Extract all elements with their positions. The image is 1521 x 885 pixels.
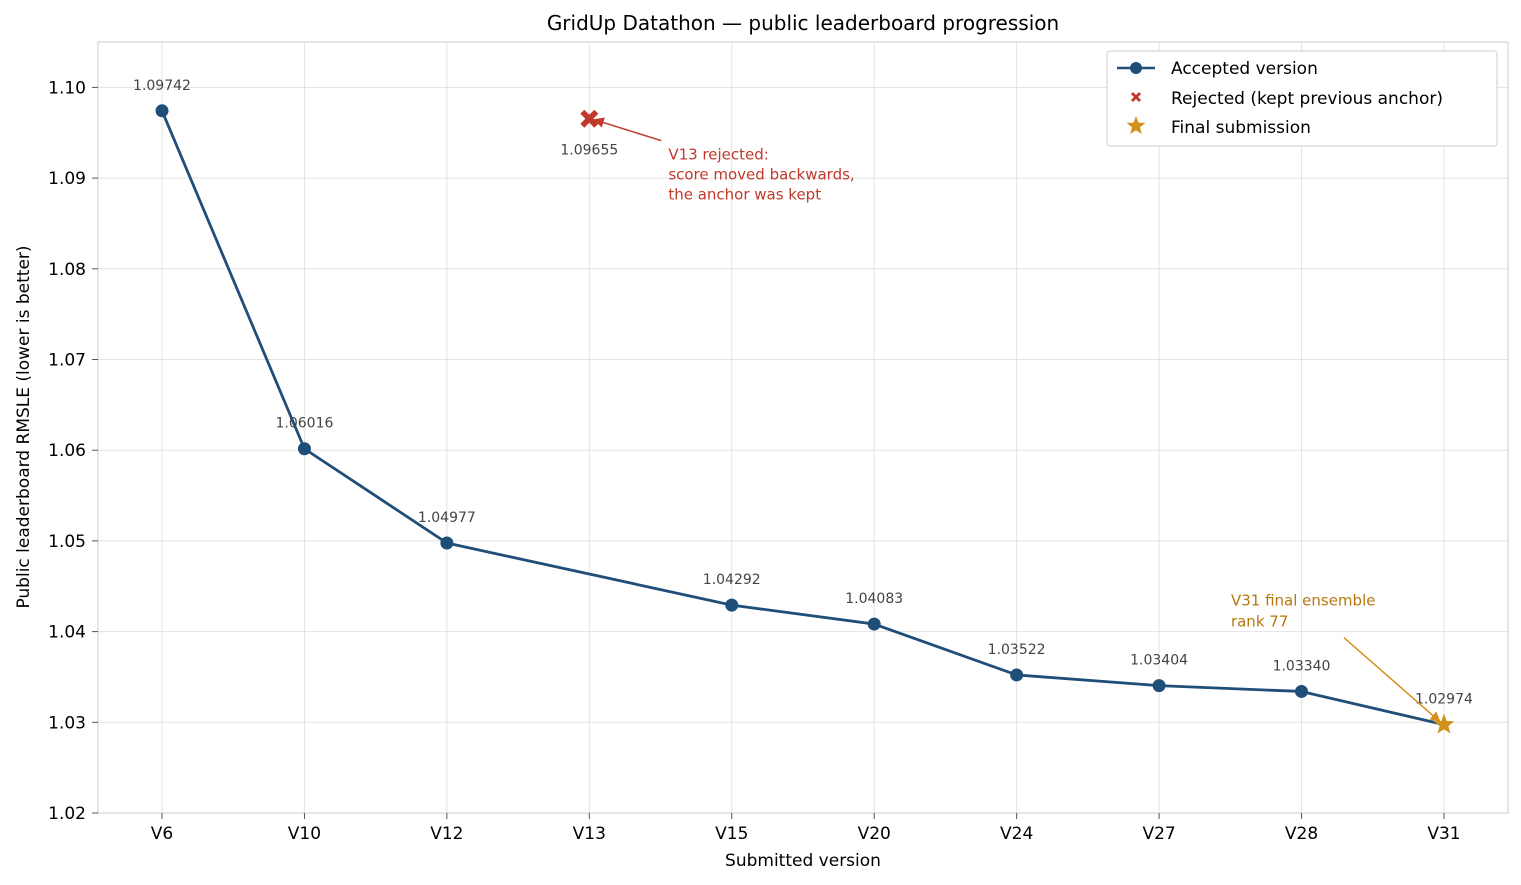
x-axis-ticks: V6 V10 V12 V13 V15 V20 V24 V27 V28 V31 [151, 813, 1461, 844]
final-annotation-text: rank 77 [1231, 613, 1288, 631]
accepted-point [155, 104, 169, 118]
accepted-point [1152, 679, 1166, 693]
legend-rejected-marker [1131, 92, 1141, 102]
final-annotation-text: V31 final ensemble [1231, 592, 1376, 610]
final-annotation-arrow [1343, 637, 1441, 723]
accepted-point [867, 617, 881, 631]
rejected-point-label: 1.09655 [560, 143, 618, 159]
accepted-point [440, 536, 454, 550]
chart-title: GridUp Datathon — public leaderboard pro… [547, 11, 1059, 35]
x-tick-label: V6 [151, 824, 173, 844]
accepted-point-label: 1.03340 [1273, 658, 1331, 674]
grid-lines [98, 42, 1508, 814]
legend-final-label: Final submission [1171, 118, 1311, 138]
accepted-point [297, 442, 311, 456]
y-tick-label: 1.02 [48, 804, 86, 824]
rejected-annotation-text: V13 rejected: [668, 146, 769, 164]
accepted-point-label: 1.09742 [133, 78, 191, 94]
legend-rejected-label: Rejected (kept previous anchor) [1171, 89, 1443, 109]
x-tick-label: V10 [288, 824, 321, 844]
x-tick-label: V31 [1427, 824, 1460, 844]
rejected-annotation-text: the anchor was kept [668, 186, 821, 204]
x-tick-label: V20 [858, 824, 891, 844]
y-tick-label: 1.08 [48, 260, 86, 280]
accepted-point-label: 1.04292 [703, 572, 761, 588]
rejected-annotation-arrow [593, 117, 662, 142]
accepted-point-label: 1.06016 [275, 416, 333, 432]
y-tick-label: 1.10 [48, 78, 86, 98]
x-tick-label: V27 [1142, 824, 1175, 844]
y-axis-ticks: 1.02 1.03 1.04 1.05 1.06 1.07 1.08 1.09 1.10 [48, 78, 98, 824]
y-tick-label: 1.03 [48, 713, 86, 733]
x-tick-label: V28 [1285, 824, 1318, 844]
y-tick-label: 1.09 [48, 169, 86, 189]
rejected-annotation-text: score moved backwards, [668, 166, 854, 184]
plot-area-frame [97, 41, 1509, 814]
legend: Accepted version Rejected (kept previous… [1106, 50, 1498, 147]
legend-box [1106, 50, 1498, 147]
y-axis-label: Public leaderboard RMSLE (lower is bette… [14, 245, 34, 608]
x-axis-label: Submitted version [725, 851, 881, 871]
y-tick-label: 1.04 [48, 623, 86, 643]
legend-final-marker [1126, 116, 1146, 135]
accepted-point-label: 1.04083 [845, 591, 903, 607]
x-tick-label: V24 [1000, 824, 1033, 844]
accepted-point [725, 598, 739, 612]
accepted-point [1295, 684, 1309, 698]
final-point [1433, 713, 1455, 734]
accepted-point-label: 1.02974 [1415, 692, 1473, 708]
x-tick-label: V12 [430, 824, 463, 844]
annotation-layer: V13 rejected: score moved backwards, the a… [593, 117, 1441, 723]
x-tick-label: V13 [573, 824, 606, 844]
y-tick-label: 1.07 [48, 351, 86, 371]
accepted-point [1010, 668, 1024, 682]
legend-accepted-marker [1130, 62, 1142, 74]
x-tick-label: V15 [715, 824, 748, 844]
legend-accepted-label: Accepted version [1171, 59, 1318, 79]
accepted-point-label: 1.04977 [418, 510, 476, 526]
accepted-point-label: 1.03404 [1130, 653, 1188, 669]
accepted-point-label: 1.03522 [988, 642, 1046, 658]
y-tick-label: 1.06 [48, 441, 86, 461]
y-tick-label: 1.05 [48, 532, 86, 552]
